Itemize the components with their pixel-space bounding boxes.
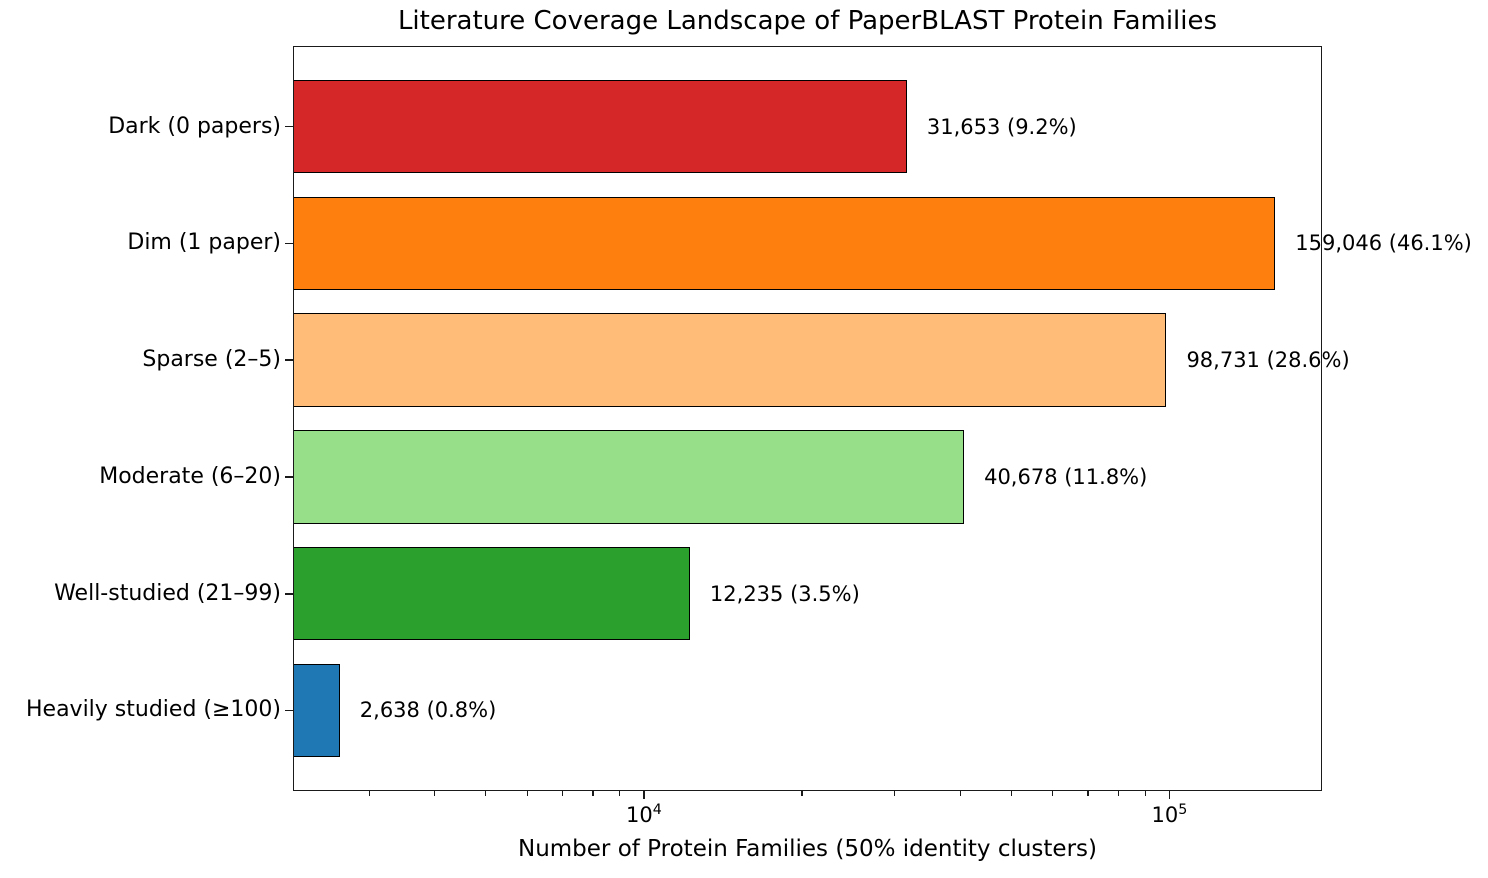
x-tick-minor [526,791,528,796]
y-tick [285,476,293,478]
x-tick-minor [368,791,370,796]
y-tick-label: Dark (0 papers) [108,113,281,139]
x-tick-minor [434,791,436,796]
x-tick-minor [1087,791,1089,796]
y-tick-label: Well-studied (21–99) [54,580,281,606]
x-tick-major [1168,791,1171,799]
x-tick-major [643,791,645,799]
bar [293,196,1276,291]
x-tick-minor [592,791,594,796]
y-tick [285,242,293,245]
y-tick [285,592,293,595]
bar-value-label: 12,235 (3.5%) [709,581,860,606]
bar-value-label: 159,046 (46.1%) [1295,231,1472,256]
x-tick-minor [1052,791,1054,796]
x-tick-minor [561,791,564,796]
x-axis-label: Number of Protein Families (50% identity… [518,836,1097,862]
x-tick-minor [801,791,803,796]
y-tick [285,125,293,128]
x-tick-minor [894,791,896,796]
y-tick-label: Sparse (2–5) [142,347,281,373]
x-tick-minor [1117,791,1120,796]
bar-value-label: 2,638 (0.8%) [359,698,497,723]
y-tick-label: Heavily studied (≥100) [25,697,281,723]
bar [293,546,690,641]
y-tick [285,709,293,712]
x-tick-minor [619,791,621,796]
bar-value-label: 40,678 (11.8%) [984,464,1148,489]
y-tick [285,359,293,361]
x-tick-minor [959,791,961,796]
x-tick-label: 105 [1151,802,1188,827]
x-tick-label: 104 [625,802,662,827]
bar [293,663,340,758]
x-tick-minor [1144,791,1146,796]
y-tick-label: Moderate (6–20) [99,463,281,489]
bar-value-label: 31,653 (9.2%) [926,114,1077,139]
bar [293,313,1167,407]
chart-title: Literature Coverage Landscape of PaperBL… [397,6,1218,36]
x-tick-minor [1010,791,1012,796]
bar-value-label: 98,731 (28.6%) [1186,348,1350,373]
bar [293,430,965,524]
bar [293,79,907,174]
x-tick-minor [485,791,487,796]
y-tick-label: Dim (1 paper) [127,230,281,256]
